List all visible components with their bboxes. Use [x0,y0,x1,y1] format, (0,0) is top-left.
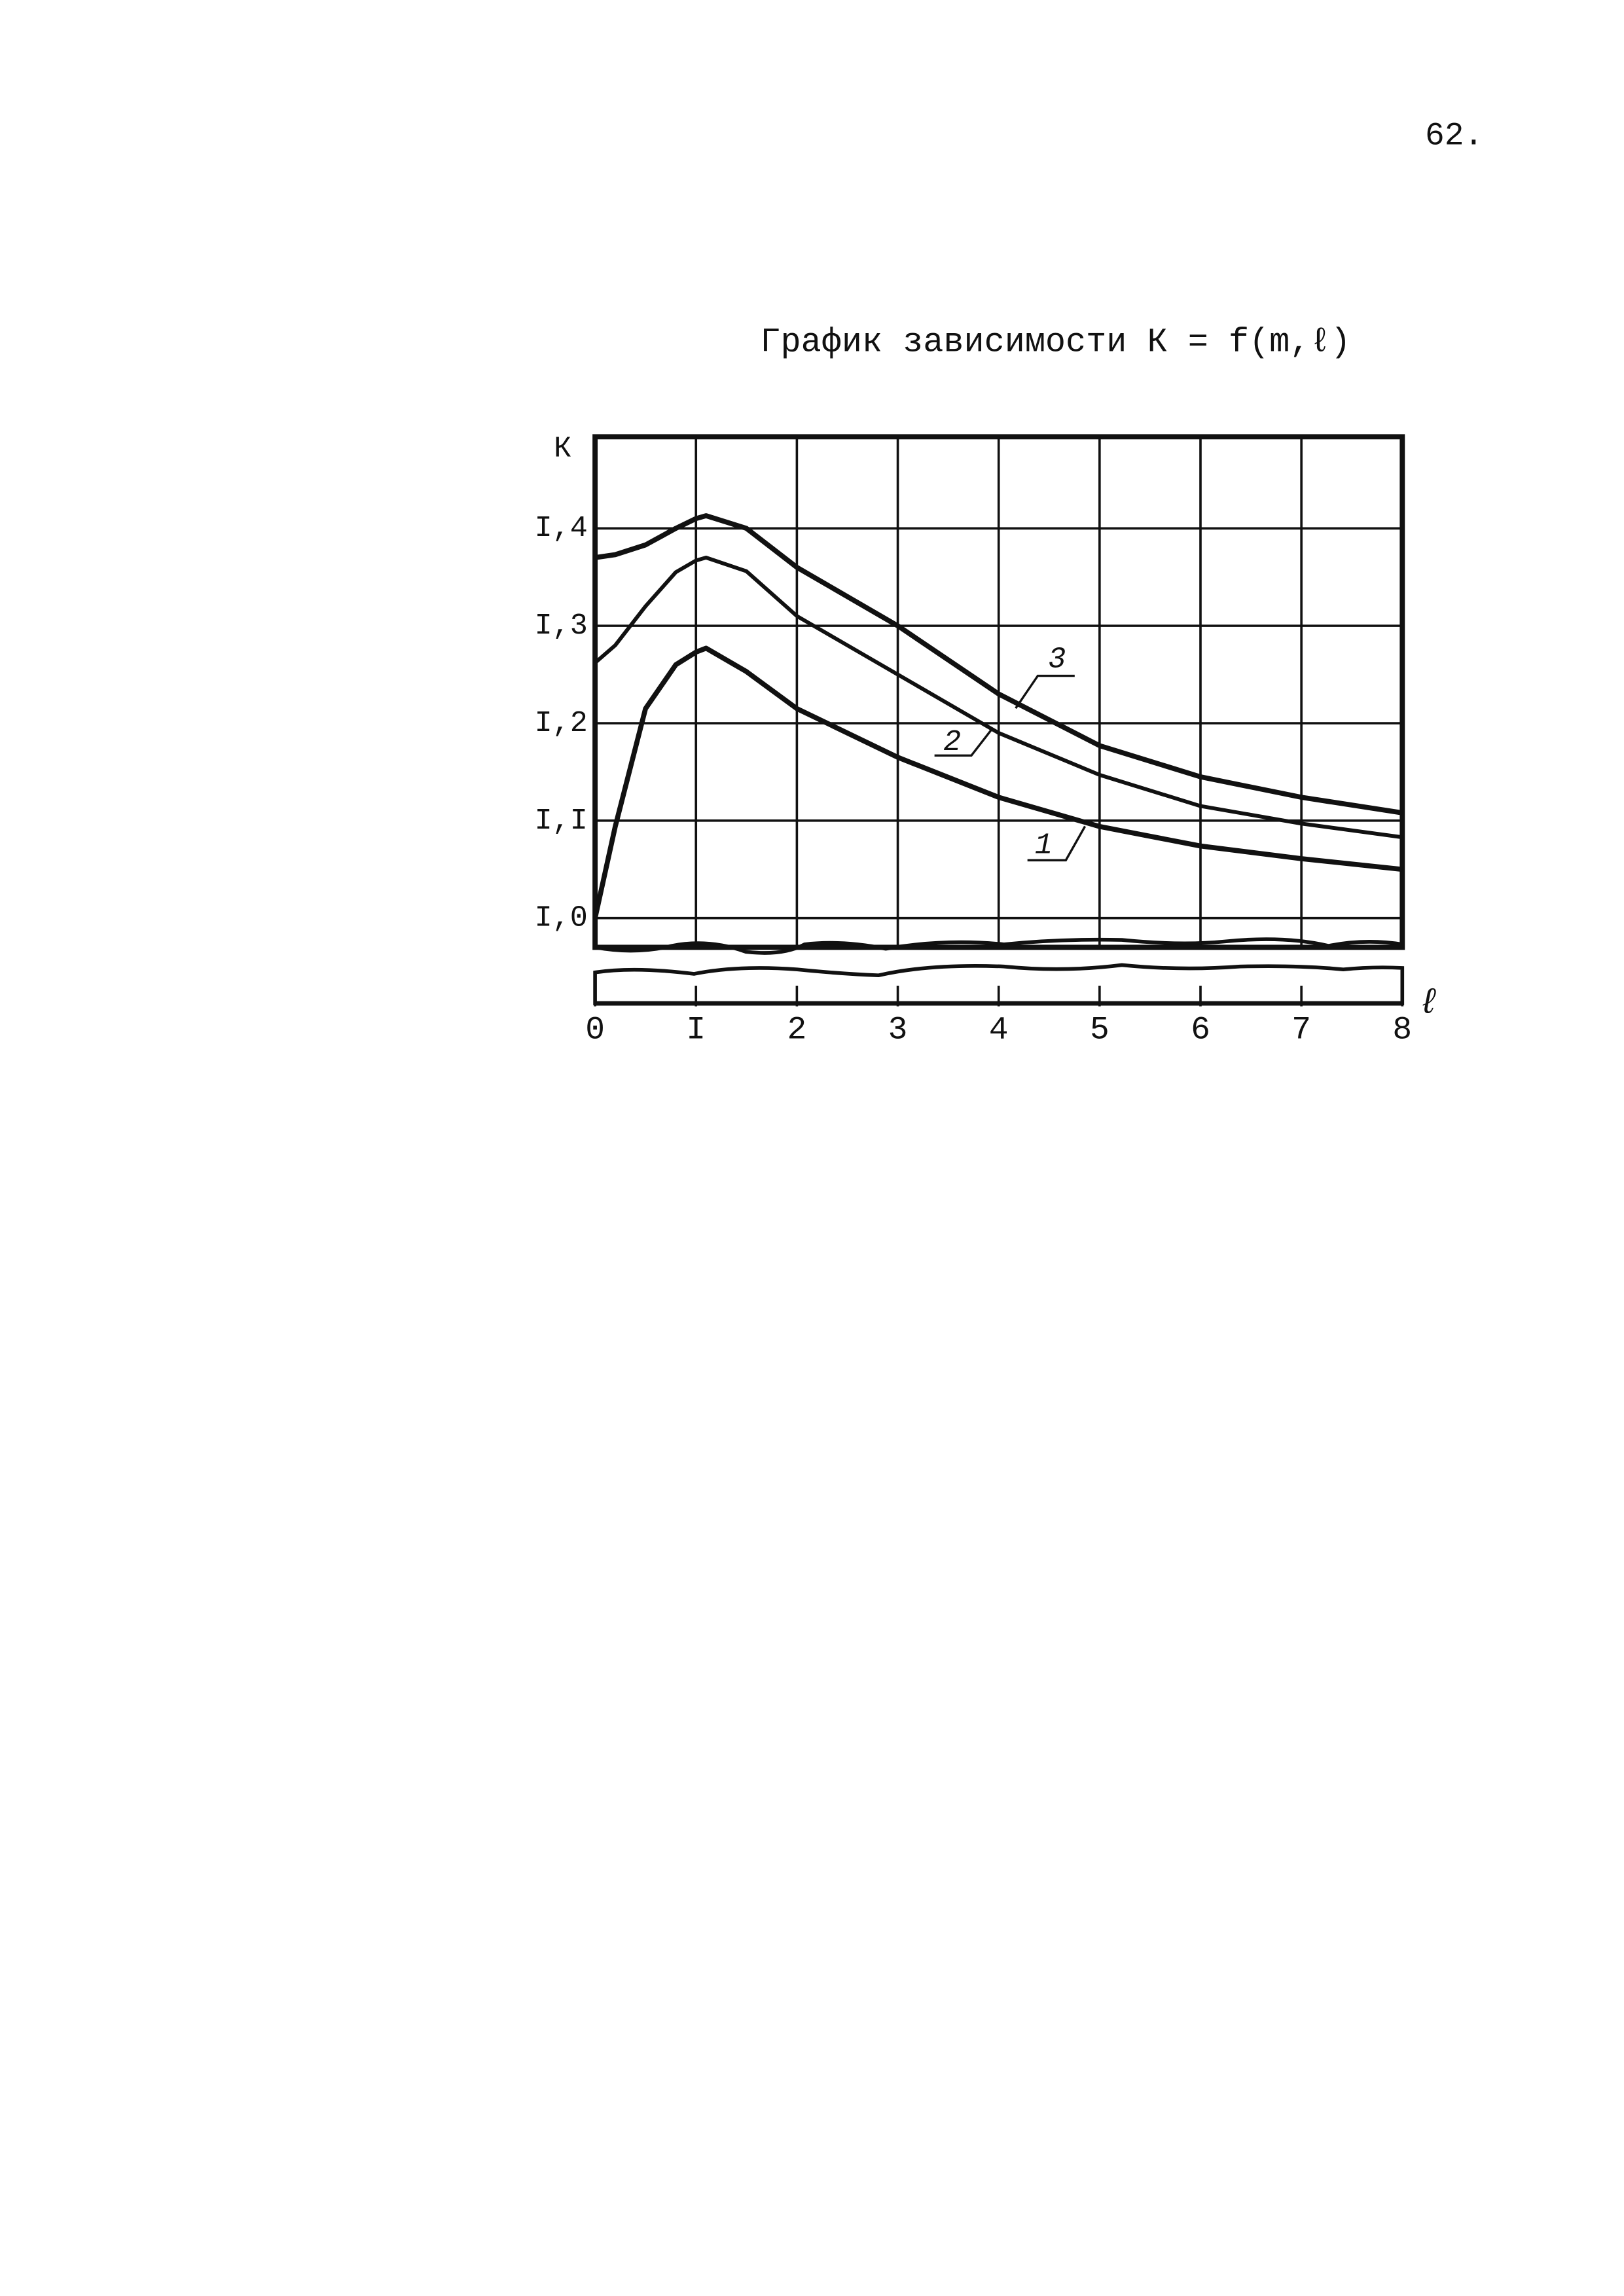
chart-title: График зависимости К = f(m,ℓ) [760,323,1350,362]
series-label: 2 [943,725,961,759]
y-tick-label: I,4 [535,511,588,545]
y-tick-label: I,3 [535,609,588,643]
y-tick-label: I,2 [535,706,588,740]
x-tick-label: 5 [1090,1012,1110,1049]
x-tick-label: I [686,1012,706,1049]
y-axis-label: К [554,431,571,465]
leader-line [1015,674,1075,709]
axis-break-strip [593,963,1405,1005]
page-number: 62. [1425,118,1483,154]
y-tick-label: I,I [535,804,588,838]
x-tick-label: 6 [1191,1012,1210,1049]
series-line [594,555,1403,840]
plot-frame [592,434,1405,950]
series-line [594,513,1403,816]
y-tick-label: I,0 [535,901,588,935]
x-axis-label: ℓ [1418,984,1439,1024]
x-tick-label: 2 [787,1012,807,1049]
x-tick-label: 3 [888,1012,908,1049]
series-label: 1 [1035,829,1053,863]
series-line [592,645,1403,919]
x-tick-label: 4 [989,1012,1009,1049]
x-tick-label: 0 [585,1012,605,1049]
leader-line [934,728,993,757]
series-label: 3 [1048,643,1066,677]
leader-line [1027,825,1087,862]
x-tick-label: 7 [1291,1012,1311,1049]
x-tick-label: 8 [1392,1012,1412,1049]
